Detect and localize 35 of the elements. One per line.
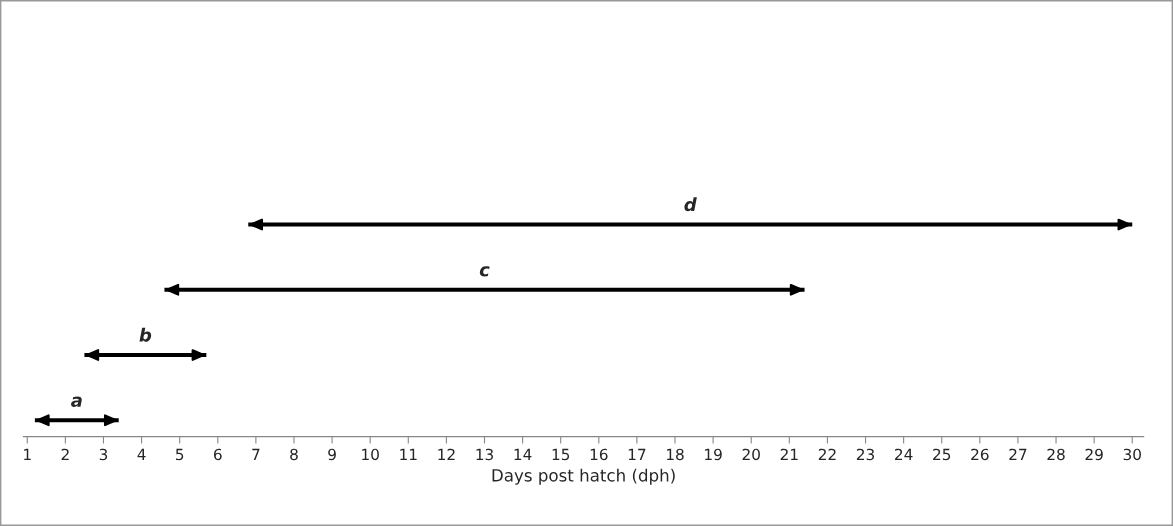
x-tick-label: 6 bbox=[213, 448, 222, 461]
x-tick-label: 5 bbox=[176, 448, 184, 461]
x-tick-label: 18 bbox=[666, 448, 684, 461]
x-tick-label: 21 bbox=[780, 448, 798, 460]
x-tick-label: 13 bbox=[476, 448, 493, 461]
x-tick-label: 7 bbox=[252, 448, 260, 460]
x-tick-label: 11 bbox=[400, 448, 417, 460]
x-tick-label: 29 bbox=[1085, 448, 1103, 461]
x-tick-label: 8 bbox=[290, 448, 298, 461]
x-tick-label: 16 bbox=[590, 448, 608, 461]
x-tick-label: 22 bbox=[818, 448, 836, 460]
x-axis-title: Days post hatch (dph) bbox=[492, 468, 675, 485]
annotation: c bbox=[479, 266, 490, 277]
x-tick-label: 14 bbox=[514, 448, 532, 460]
x-tick-label: 30 bbox=[1123, 448, 1141, 461]
x-tick-label: 12 bbox=[438, 448, 455, 460]
x-tick-label: 15 bbox=[552, 448, 570, 461]
x-tick-label: 27 bbox=[1009, 448, 1027, 460]
annotation: d bbox=[684, 197, 697, 212]
annotation: b bbox=[139, 327, 152, 342]
x-tick-label: 17 bbox=[628, 448, 646, 460]
x-tick-label: 3 bbox=[99, 448, 108, 461]
x-tick-label: 26 bbox=[971, 448, 989, 461]
x-tick-label: 28 bbox=[1047, 448, 1065, 461]
x-tick-label: 20 bbox=[742, 448, 760, 461]
x-tick-label: 4 bbox=[137, 448, 146, 460]
x-tick-label: 2 bbox=[61, 448, 69, 460]
x-tick-label: 9 bbox=[328, 448, 336, 461]
x-tick-label: 24 bbox=[895, 448, 913, 460]
x-tick-label: 1 bbox=[24, 448, 31, 460]
annotation: a bbox=[71, 396, 82, 407]
x-tick-label: 19 bbox=[705, 448, 722, 461]
x-tick-label: 25 bbox=[933, 448, 951, 461]
x-tick-label: 23 bbox=[856, 448, 875, 461]
x-tick-label: 10 bbox=[362, 448, 379, 461]
